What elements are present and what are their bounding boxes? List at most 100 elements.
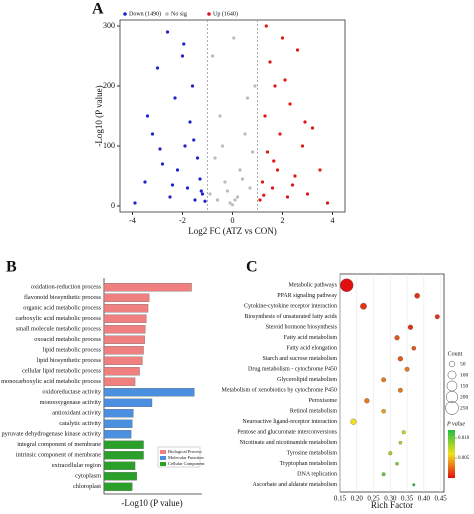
legend-swatch xyxy=(207,12,211,16)
y-tick-label: 300 xyxy=(103,21,115,30)
point xyxy=(175,168,180,172)
bar xyxy=(103,314,147,323)
bar xyxy=(103,472,137,481)
point xyxy=(230,203,235,207)
point xyxy=(290,183,295,187)
category-label: Cytokine-cytokine receptor interaction xyxy=(244,304,337,310)
bar xyxy=(103,482,133,491)
bar xyxy=(103,304,149,313)
point xyxy=(203,199,207,203)
panel-label: B xyxy=(6,259,17,276)
point xyxy=(188,120,192,124)
point xyxy=(195,156,200,160)
size-legend-circle xyxy=(447,370,457,380)
category-label: oxidoreductase activity xyxy=(42,389,101,396)
category-label: organic acid metabolic process xyxy=(23,305,101,312)
category-label: oxoacid metabolic process xyxy=(34,336,101,343)
category-label: Tryptophan metabolism xyxy=(280,461,338,467)
category-label: monocarboxylic acid metabolic process xyxy=(1,378,101,385)
point xyxy=(258,198,262,202)
bar xyxy=(103,440,144,449)
category-label: PPAR signaling pathway xyxy=(277,293,337,299)
point xyxy=(220,144,225,148)
x-axis-label: Rich Factor xyxy=(371,500,413,510)
category-label: Pentose and glucuronate interconversions xyxy=(237,430,337,436)
legend-swatch xyxy=(160,462,166,466)
bubble xyxy=(388,451,393,456)
point xyxy=(150,132,155,136)
point xyxy=(268,60,272,64)
bar xyxy=(103,419,133,428)
category-label: cellular lipid metabolic process xyxy=(22,368,101,375)
x-tick-label: 0.25 xyxy=(367,495,380,503)
point xyxy=(190,84,195,88)
x-axis-label: Log2 FC (ATZ vs CON) xyxy=(188,226,277,236)
bar xyxy=(103,377,136,386)
point xyxy=(295,48,300,52)
point xyxy=(155,66,160,70)
point xyxy=(285,195,290,199)
category-label: carboxylic acid metabolic process xyxy=(16,315,102,322)
legend-frame xyxy=(157,446,201,468)
point xyxy=(145,114,150,118)
category-label: Glycerolipid metabolism xyxy=(277,377,337,383)
legend-label: Down (1490) xyxy=(129,10,161,17)
point xyxy=(208,192,212,196)
category-label: pyruvate dehydrogenase kinase activity xyxy=(2,431,102,438)
category-label: Tyrosine metabolism xyxy=(287,451,338,457)
legend-label: Molecular Function xyxy=(168,455,204,460)
legend-swatch xyxy=(160,450,166,454)
point xyxy=(275,168,280,172)
point xyxy=(250,150,255,154)
bar xyxy=(103,325,146,334)
bubble xyxy=(381,377,387,383)
bar xyxy=(103,398,153,407)
color-tick-label: 0.010 xyxy=(458,436,470,441)
bubble xyxy=(434,314,440,320)
bubble xyxy=(397,356,403,362)
size-legend-circle xyxy=(445,390,459,404)
y-tick-label: 100 xyxy=(103,141,115,150)
category-label: Ascorbate and aldarate metabolism xyxy=(253,482,338,488)
point xyxy=(170,183,175,187)
bar xyxy=(103,461,136,470)
category-label: cytoplasm xyxy=(75,473,101,480)
point xyxy=(225,189,230,193)
point xyxy=(325,201,330,205)
point xyxy=(143,180,147,184)
size-legend-title: Count xyxy=(448,351,463,357)
legend-swatch xyxy=(123,12,127,16)
point xyxy=(318,168,322,172)
category-label: Fatty acid metabolism xyxy=(284,335,338,341)
legend-label: Biological Process xyxy=(168,449,202,454)
point xyxy=(233,198,237,202)
category-label: Metabolism of xenobiotics by cytochrome … xyxy=(222,387,337,394)
bubble xyxy=(340,278,354,292)
category-label: Steroid hormone biosynthesis xyxy=(266,325,338,331)
category-label: flavonoid biosynthetic process xyxy=(24,294,101,301)
point xyxy=(199,189,203,193)
point xyxy=(293,174,297,178)
size-legend-circle xyxy=(446,380,458,392)
point xyxy=(310,126,315,130)
category-label: catalytic activity xyxy=(59,420,102,427)
point xyxy=(305,192,310,196)
category-label: Drug metabolism - cytochrome P450 xyxy=(248,367,337,373)
x-tick-label: -4 xyxy=(129,216,136,225)
bubble xyxy=(364,398,370,404)
point xyxy=(160,162,165,166)
bubble xyxy=(360,302,367,310)
panel-label: C xyxy=(246,259,258,276)
size-legend-circle xyxy=(445,401,459,415)
size-legend-circle xyxy=(448,360,456,368)
point xyxy=(253,84,257,88)
point xyxy=(213,156,217,160)
point xyxy=(235,195,240,199)
category-label: Metabolic pathways xyxy=(289,283,338,289)
color-bar xyxy=(448,430,455,478)
size-legend-label: 200 xyxy=(460,394,469,400)
category-label: chloroplast xyxy=(73,483,101,490)
point xyxy=(215,198,220,202)
category-label: monooxygenase activity xyxy=(40,399,102,406)
category-label: small molecule metabolic process xyxy=(16,326,102,333)
